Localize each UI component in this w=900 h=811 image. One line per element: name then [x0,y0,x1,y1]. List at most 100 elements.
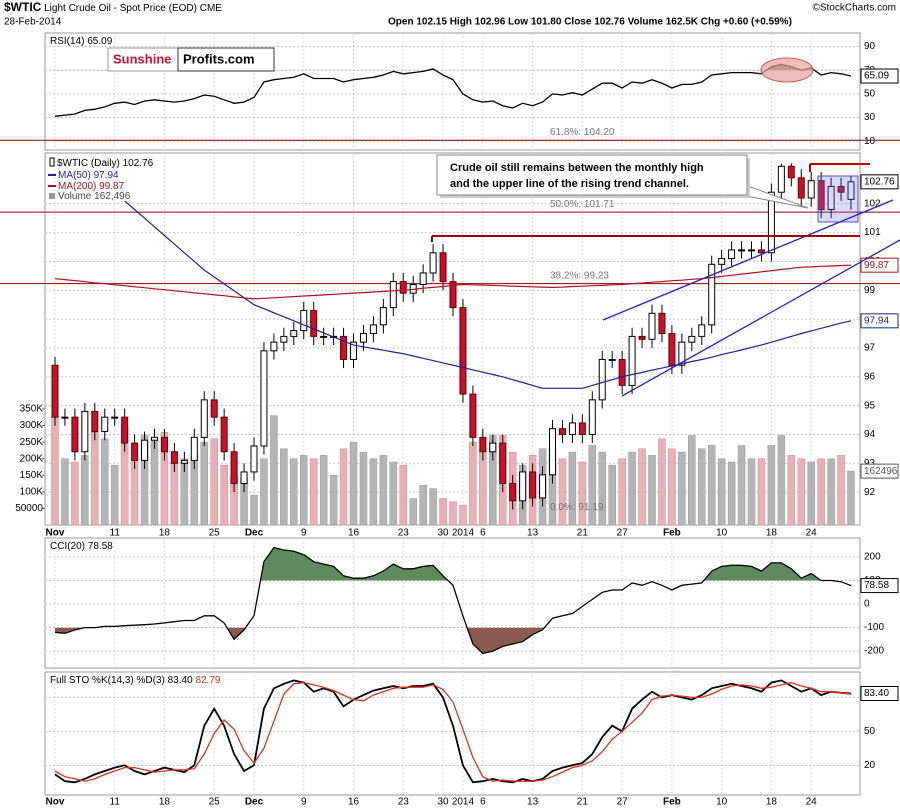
candle-body [350,341,357,360]
candle-body [389,281,397,309]
y2-tick-label: 300K [20,420,44,431]
candle-body [61,416,69,419]
volume-bar [210,438,218,526]
volume-bar [349,441,358,526]
volume-bar [588,445,597,526]
x-tick-label: 2014 [452,528,475,539]
line-series [54,546,852,655]
y-tick-label: -200 [864,646,884,657]
volume-bar [379,455,388,526]
volume-bar [598,451,606,526]
candle-body [499,442,507,484]
volume-bar [787,455,796,526]
volume-bar [459,504,467,526]
callout-box [436,154,748,196]
candle-body [578,422,586,435]
volume-bar [469,441,477,526]
y-tick-label: 50 [864,726,876,737]
candle-body [608,358,616,361]
volume-bar [389,461,398,526]
x-tick-label: 16 [348,797,360,808]
candle-body [777,165,785,193]
x-tick-label: 11 [110,797,121,808]
volume-bar [339,448,348,526]
x-tick-label: 6 [480,797,486,808]
volume-name: Volume [58,191,92,202]
candle-body [678,341,686,366]
candle-body [160,436,168,453]
candle-body [807,180,815,199]
x-tick-label: 18 [159,528,171,539]
volume-bar [847,470,855,526]
x-tick-label: 21 [577,528,589,539]
y-tick-label: 200 [864,552,881,563]
y-tick-label: 97 [864,343,876,354]
y-tick-label: 10 [864,136,876,147]
candle-body [628,335,636,386]
volume-bar [568,451,577,526]
volume-bar [727,461,736,526]
candle-body [429,252,437,274]
x-tick-label: 23 [398,797,410,808]
x-tick-label: 30 [437,528,449,539]
y2-tick-label: 250K [20,437,44,448]
candle-body [180,459,188,464]
channel-lower [621,239,900,397]
volume-bar [250,494,258,526]
panel-frame [44,671,861,796]
x-tick-label: Feb [663,528,681,539]
value-tag [860,313,899,329]
y2-tick-label: 200K [20,453,44,464]
candle-body [141,439,149,461]
candle-body [698,324,706,337]
logo-red: Sunshine [113,51,172,66]
ma50-name: MA(50) [58,170,91,181]
x-tick-label: 18 [159,797,171,808]
volume-bar [409,498,417,526]
fib-label: 38.2%: 99.23 [550,270,609,281]
volume-bar [329,475,338,526]
logo-black: Profits.com [183,51,255,66]
candle-body [827,185,835,211]
candle-body [230,451,238,484]
y2-tick-label: 50000 [15,503,43,514]
volume-last: 162,496 [94,191,131,202]
sto-title: Full STO %K(14,3) %D(3) [50,675,165,686]
volume-bar [91,431,99,526]
sto-k-last: 83.40 [168,675,193,686]
x-tick-label: Nov [46,797,65,808]
volume-bar [678,451,686,526]
volume-bar [707,445,716,526]
channel-upper [602,199,894,321]
x-tick-label: 21 [577,797,589,808]
y-tick-label: 30 [864,112,876,123]
legend-icon [49,157,55,167]
ma50-last: 97.94 [94,170,119,181]
volume-bar [51,415,59,526]
candle-body [479,436,487,453]
symbol: $WTIC [4,0,42,14]
plot: 1030507090929394959697989910010110250000… [0,32,900,808]
candle-body [728,249,736,260]
value-tag-label: 99.87 [864,260,889,271]
volume-bar [439,498,447,526]
candle-body [190,436,198,461]
candle-body [459,307,467,395]
candle-body [767,191,775,254]
volume-bar [797,458,805,526]
value-tag-label: 97.94 [864,315,889,326]
volume-bar [658,438,666,526]
cci-name: CCI(20) [50,541,85,552]
candle-body [509,482,517,502]
x-tick-label: 25 [209,528,221,539]
volume-bar [717,458,726,526]
candle-body [549,428,556,476]
candle-body [151,436,158,441]
volume-bar [618,458,626,526]
name: Light Crude Oil - Spot Price (EOD) [44,3,197,14]
fib-label: 61.8%: 104.20 [550,127,615,138]
candle-body [210,399,218,418]
sto-d-last: 82.79 [195,675,220,686]
logo-box [177,47,275,72]
